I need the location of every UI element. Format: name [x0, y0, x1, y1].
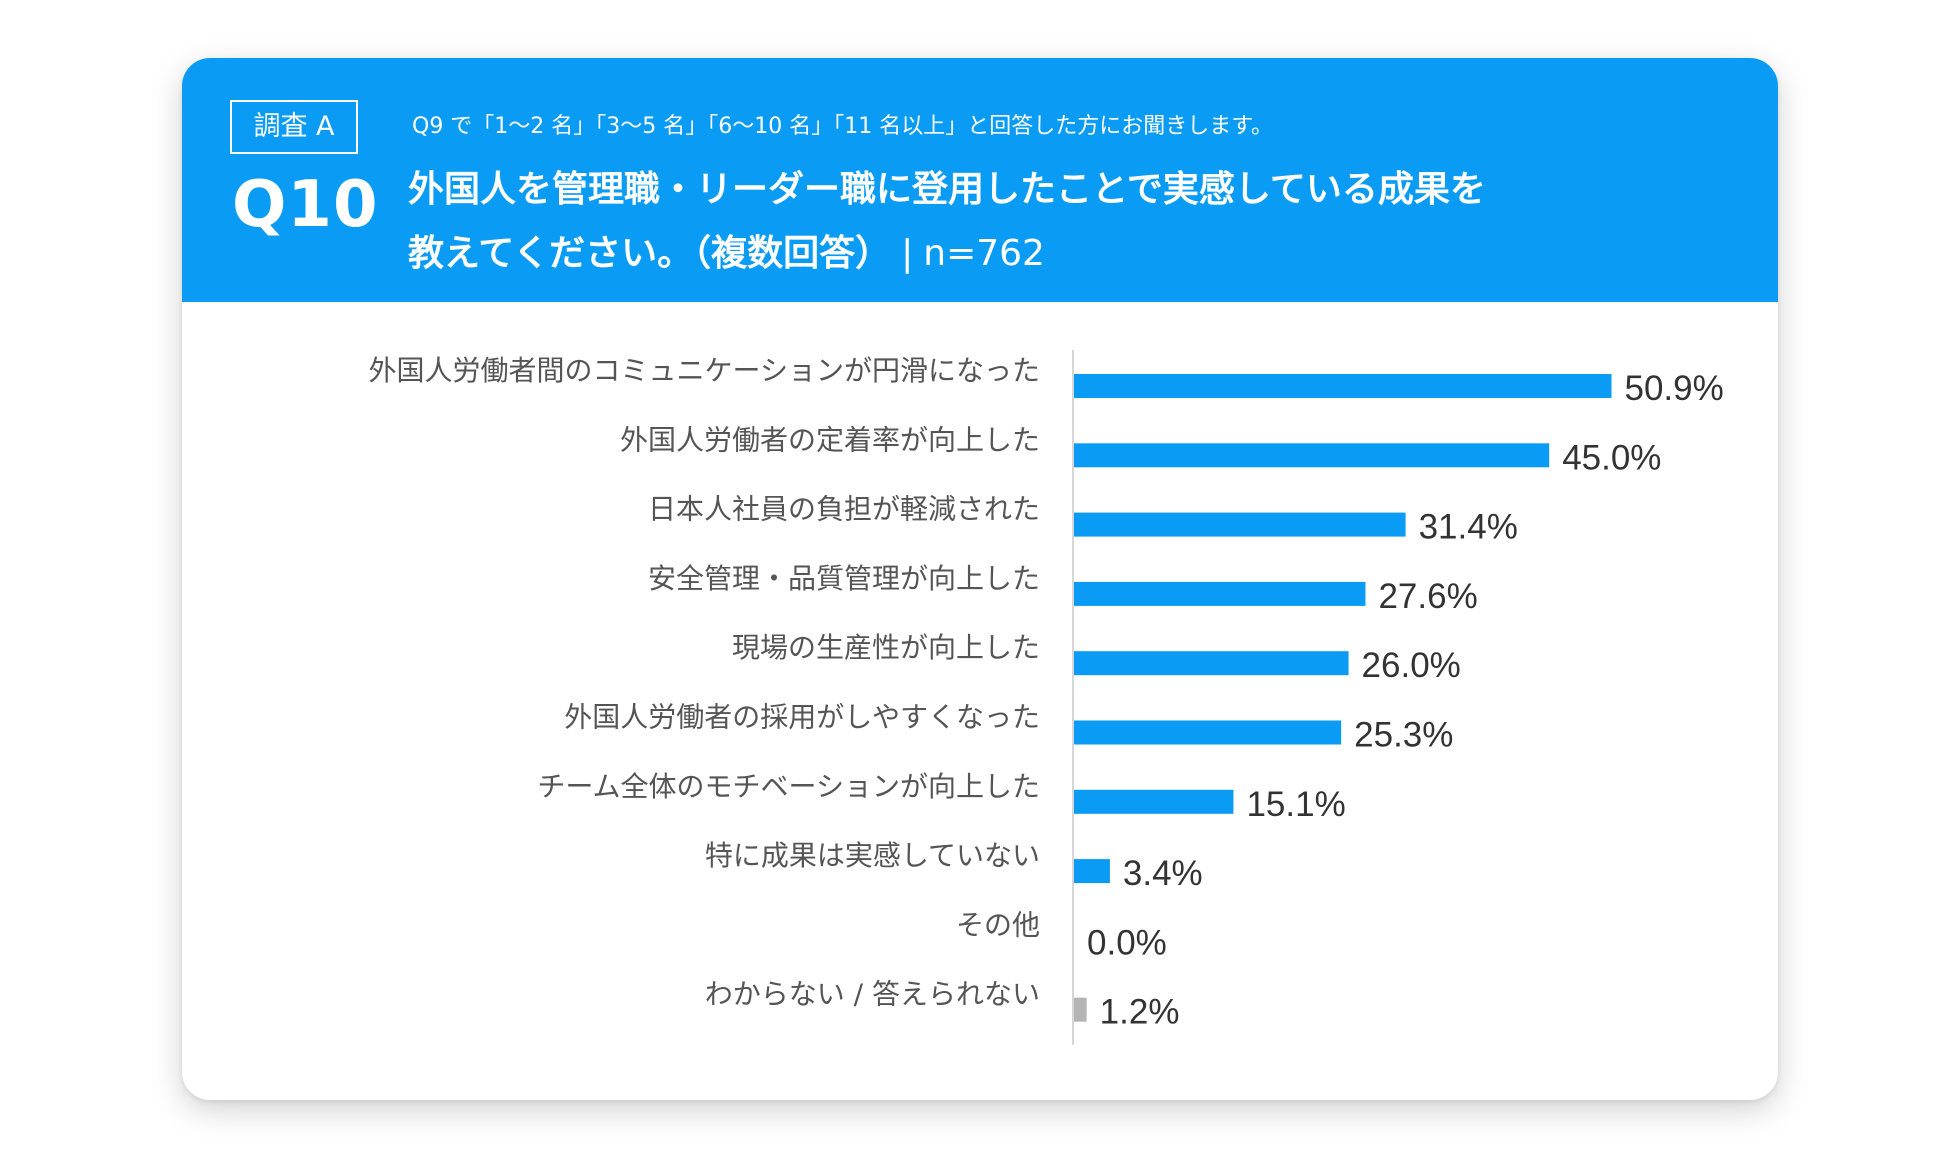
- category-label: 日本人社員の負担が軽減された: [648, 493, 1040, 526]
- value-label: 27.6%: [1378, 577, 1477, 616]
- question-text-line2-main: 教えてください。（複数回答）: [408, 233, 892, 274]
- category-label: 安全管理・品質管理が向上した: [648, 562, 1040, 595]
- value-label: 15.1%: [1246, 785, 1345, 824]
- sample-size: n=762: [923, 233, 1045, 274]
- survey-card: 調査 A Q10 Q9 で「1～2 名」「3～5 名」「6～10 名」「11 名…: [182, 58, 1778, 1100]
- bar: [1074, 859, 1110, 884]
- value-label: 25.3%: [1354, 716, 1453, 755]
- category-label: 外国人労働者の採用がしやすくなった: [564, 701, 1040, 734]
- value-label: 50.9%: [1625, 369, 1724, 408]
- bar: [1074, 997, 1087, 1022]
- bar: [1074, 720, 1342, 745]
- value-label: 1.2%: [1100, 993, 1180, 1032]
- value-label: 0.0%: [1087, 923, 1167, 962]
- value-label: 45.0%: [1562, 438, 1661, 477]
- category-label: その他: [956, 908, 1040, 941]
- category-label: 現場の生産性が向上した: [732, 631, 1040, 664]
- bar: [1074, 374, 1612, 398]
- category-label: 特に成果は実感していない: [705, 839, 1040, 872]
- question-number: Q10: [232, 168, 379, 242]
- bar: [1074, 512, 1406, 537]
- question-header: 調査 A Q10 Q9 で「1～2 名」「3～5 名」「6～10 名」「11 名…: [182, 58, 1778, 302]
- category-label: わからない / 答えられない: [705, 978, 1040, 1011]
- category-label: チーム全体のモチベーションが向上した: [537, 770, 1040, 803]
- bar: [1074, 651, 1349, 676]
- bar: [1074, 443, 1550, 468]
- survey-badge: 調査 A: [230, 100, 358, 154]
- bar: [1074, 789, 1234, 814]
- question-text-line1: 外国人を管理職・リーダー職に登用したことで実感している成果を: [408, 169, 1486, 210]
- category-label: 外国人労働者間のコミュニケーションが円滑になった: [369, 354, 1040, 387]
- value-label: 26.0%: [1362, 646, 1461, 685]
- value-label: 3.4%: [1123, 854, 1203, 893]
- separator: |: [901, 233, 914, 274]
- question-text-line2: 教えてください。（複数回答） | n=762: [408, 224, 1045, 276]
- value-label: 31.4%: [1419, 508, 1518, 547]
- precondition-text: Q9 で「1～2 名」「3～5 名」「6～10 名」「11 名以上」と回答した方…: [412, 114, 1274, 139]
- category-label: 外国人労働者の定着率が向上した: [620, 423, 1040, 456]
- bar: [1074, 581, 1366, 606]
